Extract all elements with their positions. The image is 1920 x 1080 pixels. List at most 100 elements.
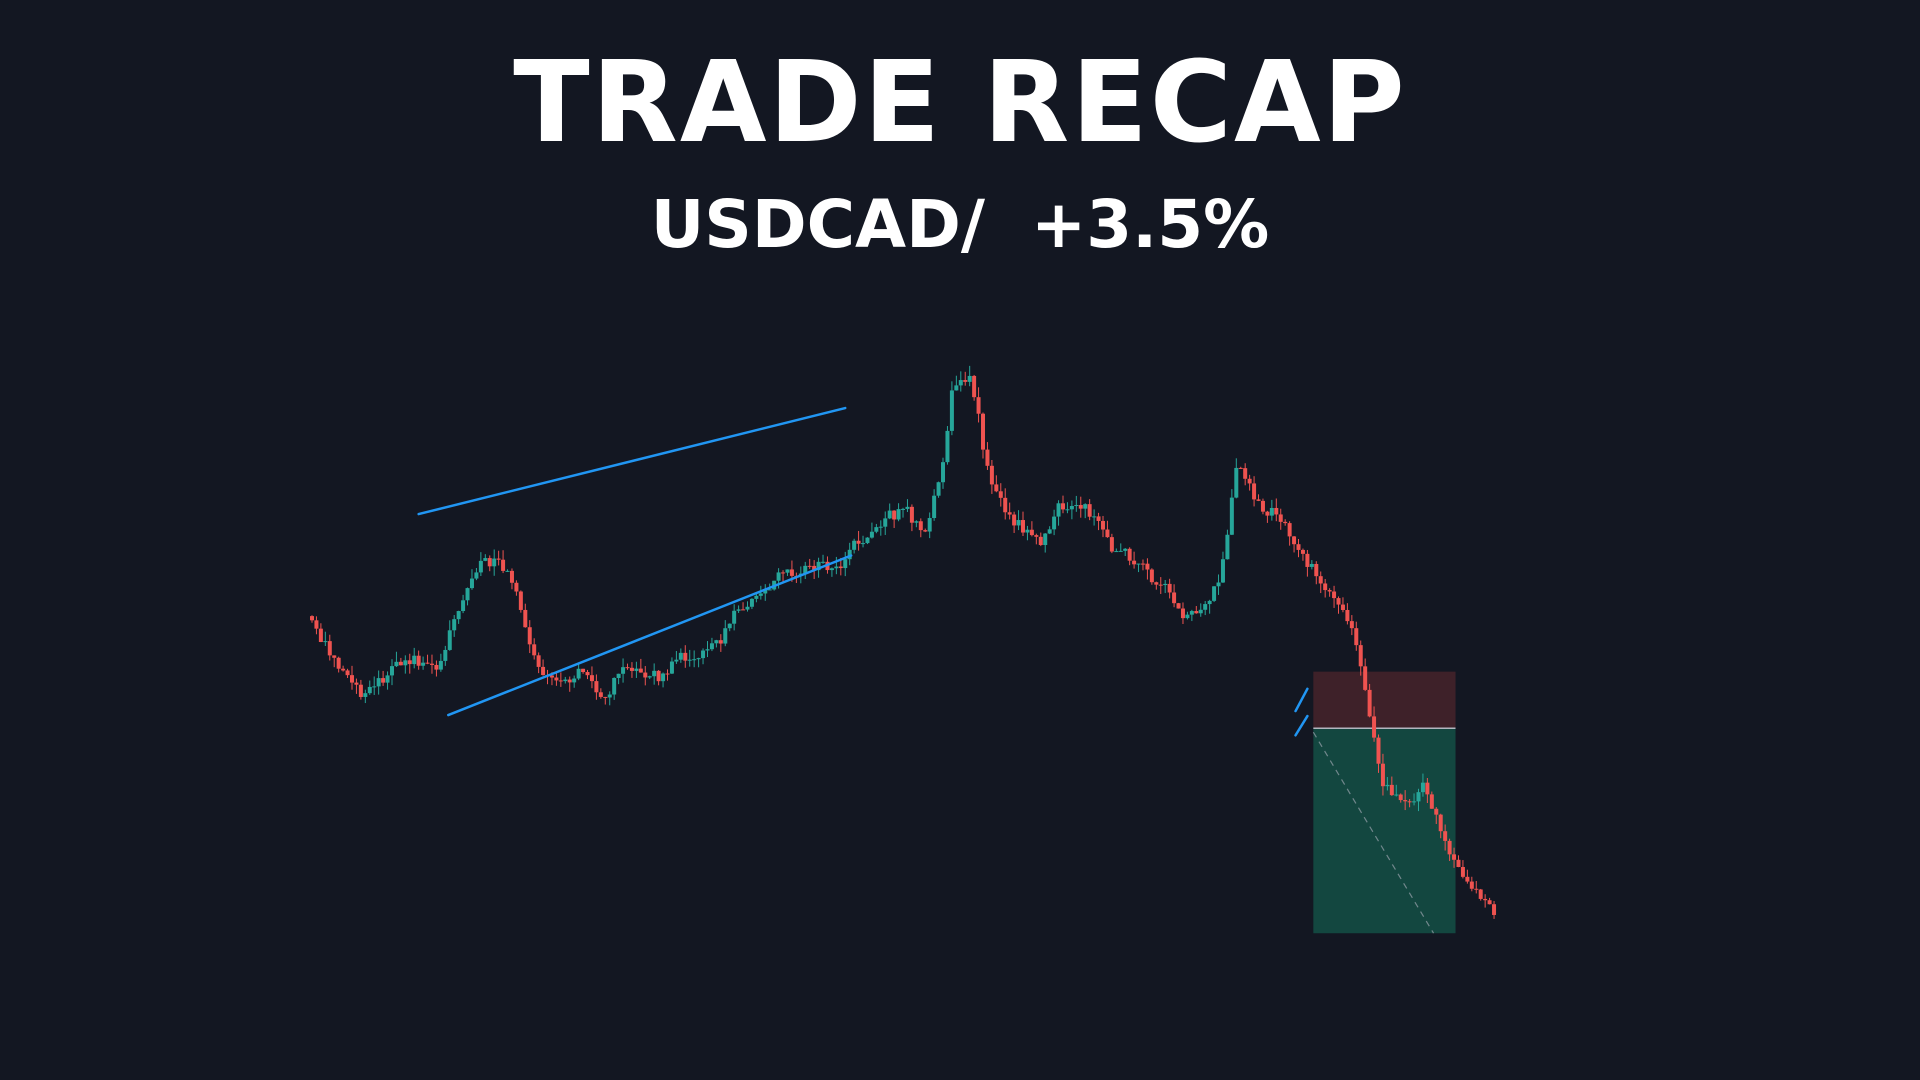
channel-lower-trendline [447, 554, 853, 717]
candle-bullish [887, 510, 892, 519]
candle-bearish [1429, 794, 1434, 809]
candle-bearish [1180, 608, 1185, 619]
candle-bullish [363, 693, 368, 697]
candle-bullish [652, 670, 657, 677]
candle-bearish [1060, 503, 1065, 510]
candle-bearish [665, 673, 670, 675]
candle-bearish [892, 510, 897, 520]
candle-bearish [807, 565, 812, 567]
candle-bullish [852, 540, 857, 550]
candle-bullish [949, 390, 954, 431]
candle-bullish [1269, 507, 1274, 516]
candle-bullish [1185, 614, 1190, 619]
candle-bullish [1056, 503, 1061, 517]
candle-bullish [927, 518, 932, 532]
candle-bullish [1309, 563, 1314, 567]
candle-bullish [385, 675, 390, 683]
candle-bullish [829, 568, 834, 571]
candle-bullish [1025, 529, 1030, 533]
candle-bearish [1398, 794, 1403, 801]
candle-bullish [847, 549, 852, 560]
candle-bullish [412, 655, 417, 665]
candle-bullish [709, 643, 714, 650]
candle-bullish [861, 543, 866, 545]
candle-bearish [429, 663, 434, 665]
candle-bullish [661, 673, 666, 682]
candle-bearish [981, 413, 986, 450]
candle-bearish [487, 558, 492, 567]
candle-bearish [1100, 520, 1105, 530]
candle-bearish [501, 559, 506, 571]
candle-bearish [1474, 888, 1479, 890]
candle-bullish [1198, 609, 1203, 614]
candle-bullish [905, 506, 910, 509]
candle-bullish [621, 667, 626, 674]
channel-upper-trendline [417, 406, 847, 516]
candle-bearish [332, 655, 337, 658]
candle-bearish [1256, 499, 1261, 501]
candle-bearish [1145, 563, 1150, 570]
candle-bearish [656, 670, 661, 682]
candle-bearish [923, 530, 928, 532]
candle-bearish [1132, 560, 1137, 565]
candle-bearish [625, 667, 630, 669]
candle-bullish [1074, 505, 1079, 507]
candle-bearish [1007, 512, 1012, 515]
candle-bearish [856, 540, 861, 544]
candle-bearish [434, 664, 439, 670]
candle-bullish [1043, 533, 1048, 546]
candle-bearish [1487, 900, 1492, 905]
breakdown-flag-lower-trendline [1294, 714, 1309, 737]
candle-bearish [1003, 497, 1008, 513]
candle-bearish [918, 521, 923, 531]
candle-bearish [1021, 520, 1025, 533]
candle-bearish [1327, 590, 1332, 592]
candle-bullish [803, 565, 808, 574]
candle-bullish [821, 561, 826, 563]
candle-bearish [1105, 529, 1110, 538]
candle-bearish [1407, 801, 1412, 803]
candle-bearish [629, 667, 634, 671]
candle-bullish [754, 595, 759, 599]
candle-bearish [1287, 523, 1292, 537]
candle-bearish [1149, 569, 1154, 583]
candle-bearish [1372, 716, 1377, 738]
candle-bullish [874, 527, 879, 532]
candle-bearish [349, 675, 354, 683]
candle-bearish [603, 696, 608, 698]
candle-bullish [727, 623, 732, 629]
candle-bullish [1394, 794, 1399, 796]
candle-bearish [1447, 840, 1452, 855]
candle-bearish [781, 572, 786, 574]
candle-bearish [554, 677, 559, 681]
candle-bullish [1092, 516, 1097, 518]
candle-bearish [1260, 500, 1265, 512]
candle-bullish [438, 660, 443, 670]
candle-bearish [310, 616, 314, 621]
candle-bearish [1443, 831, 1448, 841]
candle-bullish [723, 628, 728, 644]
candle-bearish [1127, 548, 1132, 561]
candle-bullish [941, 462, 946, 483]
candle-bullish [403, 660, 408, 666]
candle-bearish [1425, 782, 1430, 795]
candle-bearish [1460, 867, 1465, 877]
candle-bearish [1158, 584, 1163, 586]
candle-bullish [1016, 520, 1021, 526]
candle-bullish [447, 630, 452, 650]
candle-bullish [1385, 784, 1390, 787]
candle-bullish [456, 611, 461, 620]
candle-bearish [1300, 549, 1305, 554]
candle-bullish [869, 531, 874, 538]
candle-bearish [1012, 514, 1017, 526]
candle-bearish [1478, 889, 1483, 899]
candle-bearish [838, 566, 843, 569]
candle-bullish [1083, 504, 1088, 509]
candle-bullish [914, 521, 919, 523]
candle-bearish [1154, 582, 1159, 585]
candle-bullish [572, 678, 577, 683]
candle-bullish [834, 566, 839, 569]
candle-bullish [483, 558, 488, 561]
trade-result-subtitle: USDCAD/ +3.5% [650, 186, 1270, 263]
